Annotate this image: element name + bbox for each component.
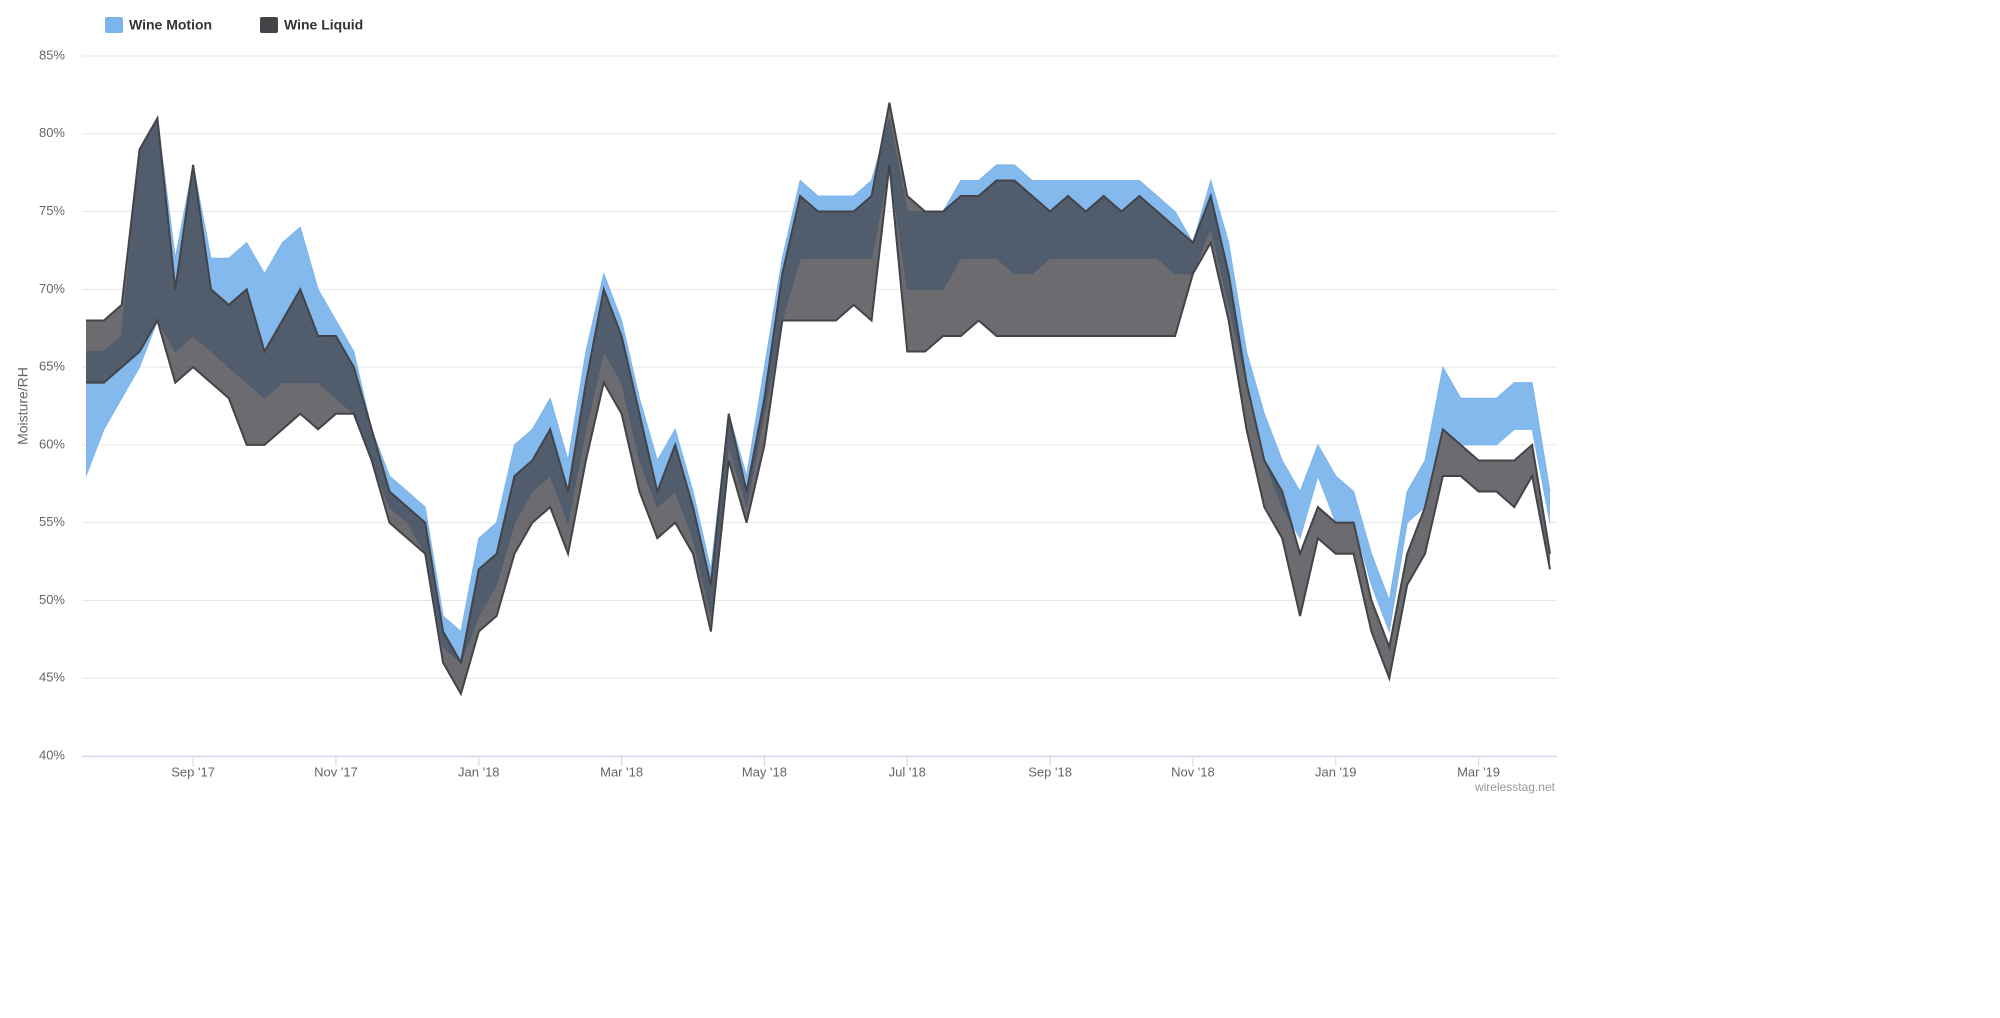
legend-label[interactable]: Wine Liquid: [284, 17, 363, 33]
y-tick-label: 85%: [39, 47, 65, 62]
x-tick-label: Nov '17: [314, 764, 358, 779]
range-low-line: [86, 164, 1551, 697]
legend-label[interactable]: Wine Motion: [129, 17, 212, 33]
x-tick-label: Nov '18: [1171, 764, 1215, 779]
credit: wirelesstag.net: [1474, 780, 1556, 794]
y-axis-title: Moisture/RH: [15, 367, 31, 445]
y-tick-label: 70%: [39, 281, 65, 296]
y-tick-label: 75%: [39, 203, 65, 218]
x-tick-label: Jan '19: [1315, 764, 1357, 779]
y-tick-label: 40%: [39, 747, 65, 762]
x-tick-label: May '18: [742, 764, 787, 779]
x-tick-label: Jul '18: [889, 764, 926, 779]
x-tick-label: Sep '18: [1028, 764, 1072, 779]
legend-swatch: [105, 17, 123, 33]
x-tick-label: Jan '18: [458, 764, 500, 779]
x-tick-label: Mar '19: [1457, 764, 1500, 779]
x-tick-label: Sep '17: [171, 764, 215, 779]
y-tick-label: 45%: [39, 670, 65, 685]
range-high-line: [86, 102, 1551, 666]
y-tick-label: 55%: [39, 514, 65, 529]
y-tick-label: 50%: [39, 592, 65, 607]
y-tick-label: 65%: [39, 359, 65, 374]
x-tick-label: Mar '18: [600, 764, 643, 779]
range-high-line: [86, 116, 1551, 633]
range-area: [86, 102, 1550, 694]
legend-swatch: [260, 17, 278, 33]
y-tick-label: 60%: [39, 436, 65, 451]
y-tick-label: 80%: [39, 125, 65, 140]
